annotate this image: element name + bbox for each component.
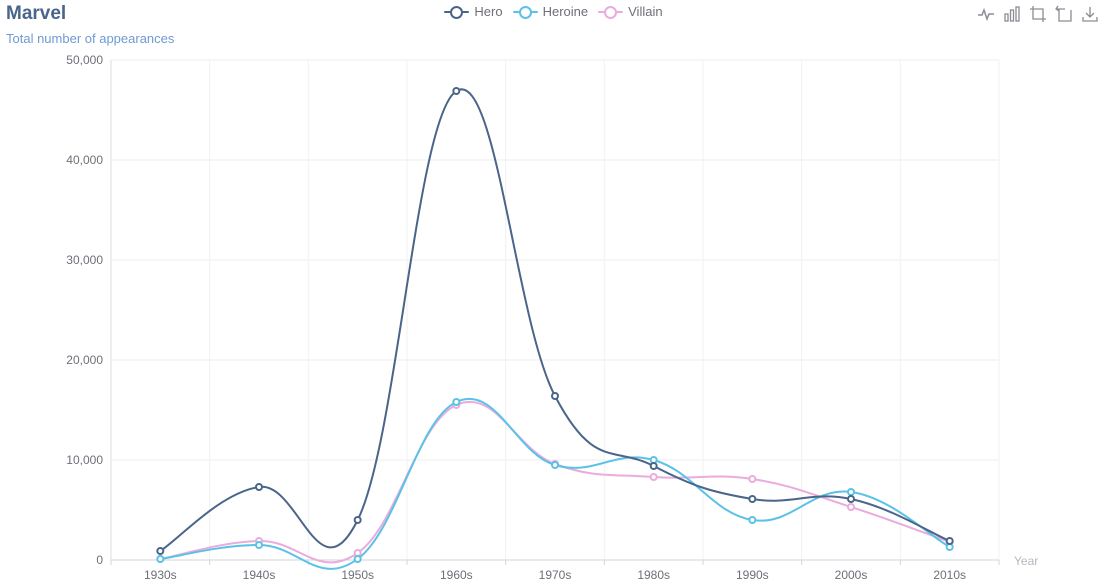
data-point-heroine <box>156 555 165 563</box>
data-point-villain <box>748 475 757 483</box>
data-point-hero <box>649 462 658 470</box>
series-line-heroine <box>160 398 951 570</box>
data-point-hero <box>156 547 165 555</box>
toolbox <box>977 5 1099 23</box>
data-point-heroine <box>255 541 263 549</box>
x-tick-label: 1940s <box>243 568 276 582</box>
x-axis-title: Year <box>1014 554 1038 568</box>
data-point-hero <box>945 537 954 545</box>
data-point-hero <box>255 483 263 491</box>
legend-label-hero: Hero <box>474 4 503 19</box>
y-tick-label: 0 <box>96 553 103 567</box>
line-chart-icon[interactable] <box>977 5 995 23</box>
legend-label-villain: Villain <box>628 4 663 19</box>
y-tick-label: 20,000 <box>66 353 103 367</box>
x-tick-label: 1930s <box>144 568 177 582</box>
legend-item-villain[interactable]: Villain <box>598 4 663 19</box>
data-point-hero <box>551 392 559 400</box>
data-point-heroine <box>551 461 559 469</box>
series-line-villain <box>160 401 951 564</box>
legend-swatch-hero <box>444 5 470 19</box>
y-tick-label: 30,000 <box>66 253 103 267</box>
data-point-heroine <box>452 398 461 406</box>
data-point-hero <box>847 495 855 503</box>
x-tick-label: 1970s <box>539 568 572 582</box>
data-point-villain <box>649 473 658 481</box>
chart-title: Marvel <box>6 3 67 24</box>
x-tick-label: 1950s <box>341 568 374 582</box>
y-tick-label: 50,000 <box>66 53 103 67</box>
data-point-heroine <box>847 488 855 496</box>
series-line-hero <box>159 88 951 552</box>
legend: Hero Heroine Villain <box>0 4 1107 19</box>
y-tick-label: 10,000 <box>66 453 103 467</box>
zoom-select-icon[interactable] <box>1029 5 1047 23</box>
legend-item-heroine[interactable]: Heroine <box>512 4 589 19</box>
legend-swatch-villain <box>598 5 624 19</box>
legend-item-hero[interactable]: Hero <box>444 4 503 19</box>
legend-swatch-heroine <box>512 5 538 19</box>
data-point-hero <box>748 495 757 503</box>
download-icon[interactable] <box>1081 5 1099 23</box>
bar-chart-icon[interactable] <box>1003 5 1021 23</box>
data-point-heroine <box>748 516 757 524</box>
legend-label-heroine: Heroine <box>542 4 589 19</box>
data-point-hero <box>353 516 362 524</box>
x-tick-label: 1960s <box>440 568 473 582</box>
chart-subtitle: Total number of appearances <box>6 31 175 46</box>
zoom-reset-icon[interactable] <box>1055 5 1073 23</box>
x-tick-label: 2010s <box>933 568 966 582</box>
x-tick-label: 1990s <box>736 568 769 582</box>
data-point-villain <box>847 503 855 511</box>
y-tick-label: 40,000 <box>66 153 103 167</box>
x-tick-label: 1980s <box>637 568 670 582</box>
data-point-hero <box>452 87 461 95</box>
x-tick-label: 2000s <box>835 568 868 582</box>
data-point-heroine <box>353 555 362 563</box>
